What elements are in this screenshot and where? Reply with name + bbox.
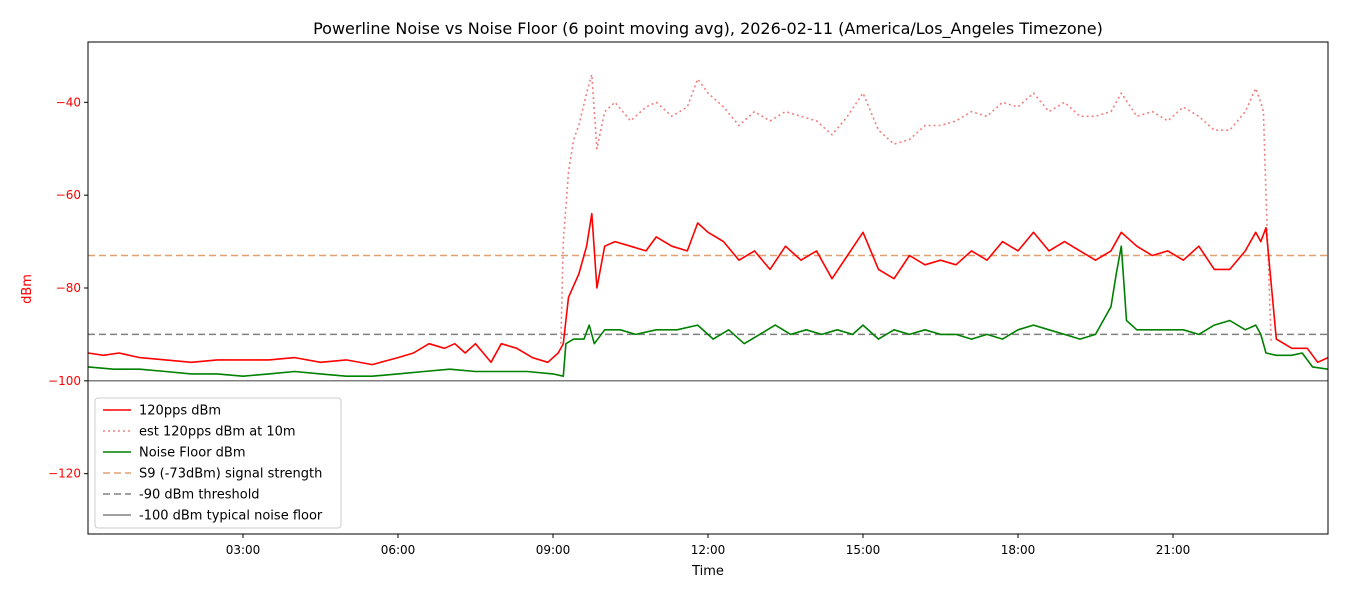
y-tick-label: −100	[48, 374, 81, 388]
legend-label: 120pps dBm	[139, 404, 221, 419]
x-tick-label: 21:00	[1156, 543, 1191, 557]
series-line-120pps-dbm	[88, 212, 1328, 366]
y-tick-label: −60	[56, 188, 81, 202]
y-tick-label: −40	[56, 95, 81, 109]
x-tick-label: 12:00	[691, 543, 726, 557]
x-tick-label: 15:00	[846, 543, 881, 557]
legend-label: -90 dBm threshold	[139, 488, 260, 503]
x-tick-label: 06:00	[381, 543, 416, 557]
series-line-noise-floor-dbm	[88, 245, 1328, 377]
plot-lines	[88, 73, 1328, 382]
legend-label: S9 (-73dBm) signal strength	[139, 467, 322, 482]
x-tick-label: 18:00	[1001, 543, 1036, 557]
y-tick-label: −120	[48, 467, 81, 481]
y-axis: −40 −60 −80 −100 −120	[48, 95, 88, 481]
legend-label: est 120pps dBm at 10m	[139, 425, 296, 440]
y-tick-label: −80	[56, 281, 81, 295]
x-axis-label: Time	[691, 564, 724, 579]
x-tick-label: 09:00	[536, 543, 571, 557]
chart-title: Powerline Noise vs Noise Floor (6 point …	[313, 19, 1103, 39]
legend-label: Noise Floor dBm	[139, 446, 246, 461]
legend-label: -100 dBm typical noise floor	[139, 509, 323, 524]
x-axis: 03:00 06:00 09:00 12:00 15:00 18:00 21:00	[226, 534, 1191, 557]
y-axis-label: dBm	[20, 274, 35, 304]
legend-box	[94, 397, 342, 529]
series-line-est-120pps-dbm-at-10m	[560, 73, 1272, 344]
legend: 120pps dBm est 120pps dBm at 10m Noise Flo…	[94, 397, 342, 529]
x-tick-label: 03:00	[226, 543, 261, 557]
